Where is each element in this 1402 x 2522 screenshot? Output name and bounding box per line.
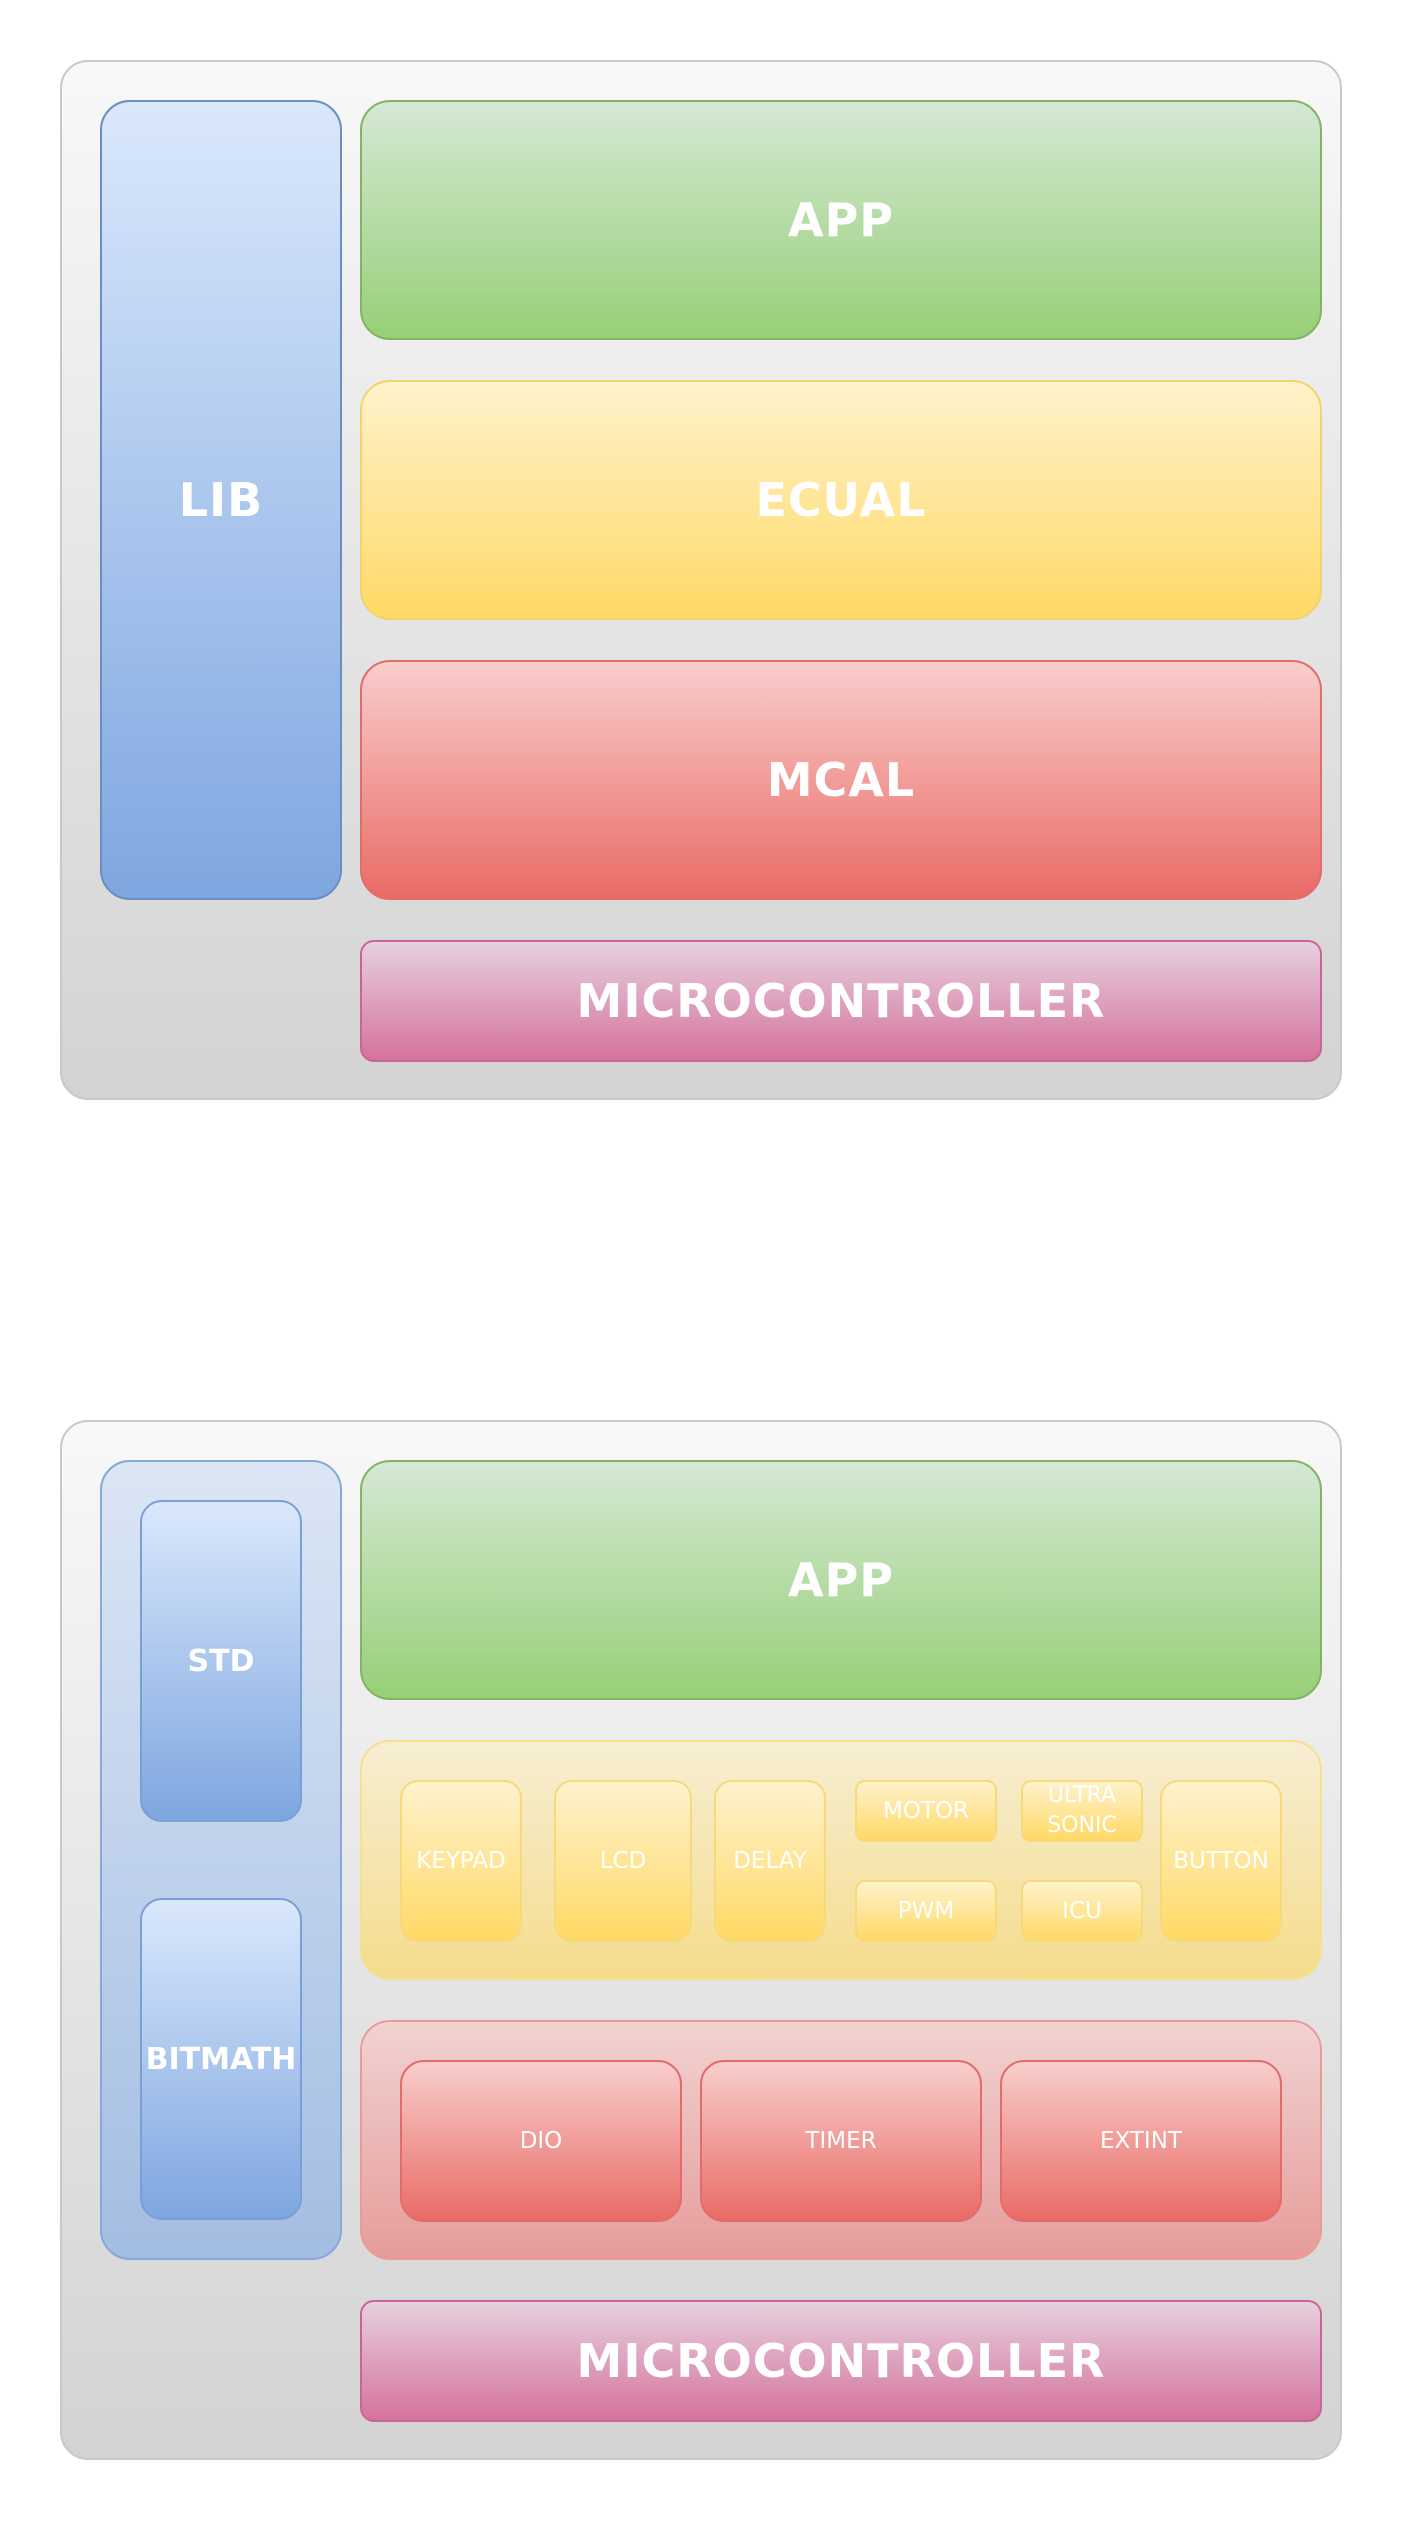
top-app-block: APP xyxy=(360,100,1322,340)
ecual-item-icu: ICU xyxy=(1021,1880,1143,1942)
ecual-item-ultrasonic-line1: ULTRA xyxy=(1047,1783,1117,1808)
top-app-label: APP xyxy=(787,193,895,247)
ecual-item-delay-label: DELAY xyxy=(733,1848,807,1874)
top-lib-label: LIB xyxy=(178,473,264,527)
mcal-item-dio: DIO xyxy=(400,2060,682,2222)
mcal-item-extint: EXTINT xyxy=(1000,2060,1282,2222)
lib-item-std: STD xyxy=(140,1500,302,1822)
mcal-item-extint-label: EXTINT xyxy=(1100,2128,1182,2154)
ecual-item-lcd: LCD xyxy=(554,1780,692,1942)
ecual-item-delay: DELAY xyxy=(714,1780,826,1942)
ecual-item-motor-label: MOTOR xyxy=(882,1798,970,1824)
bottom-microcontroller-block: MICROCONTROLLER xyxy=(360,2300,1322,2422)
ecual-item-keypad: KEYPAD xyxy=(400,1780,522,1942)
ecual-item-icu-label: ICU xyxy=(1062,1898,1102,1924)
ecual-item-keypad-label: KEYPAD xyxy=(416,1848,506,1874)
ecual-item-pwm: PWM xyxy=(855,1880,997,1942)
mcal-item-timer-label: TIMER xyxy=(805,2128,877,2154)
ecual-item-pwm-label: PWM xyxy=(897,1898,955,1924)
top-ecual-block: ECUAL xyxy=(360,380,1322,620)
ecual-item-ultrasonic: ULTRA SONIC xyxy=(1021,1780,1143,1842)
bottom-app-label: APP xyxy=(787,1553,895,1607)
top-lib-block: LIB xyxy=(100,100,342,900)
lib-item-bitmath: BITMATH xyxy=(140,1898,302,2220)
top-mcal-block: MCAL xyxy=(360,660,1322,900)
top-microcontroller-label: MICROCONTROLLER xyxy=(576,974,1106,1028)
top-mcal-label: MCAL xyxy=(766,753,916,807)
ecual-item-lcd-label: LCD xyxy=(599,1848,647,1874)
ecual-item-motor: MOTOR xyxy=(855,1780,997,1842)
mcal-item-dio-label: DIO xyxy=(519,2128,563,2154)
top-microcontroller-block: MICROCONTROLLER xyxy=(360,940,1322,1062)
lib-item-bitmath-label: BITMATH xyxy=(145,2041,297,2077)
bottom-app-block: APP xyxy=(360,1460,1322,1700)
bottom-microcontroller-label: MICROCONTROLLER xyxy=(576,2334,1106,2388)
mcal-item-timer: TIMER xyxy=(700,2060,982,2222)
ecual-item-button: BUTTON xyxy=(1160,1780,1282,1942)
lib-item-std-label: STD xyxy=(187,1643,255,1679)
ecual-item-ultrasonic-line2: SONIC xyxy=(1047,1813,1117,1838)
ecual-item-button-label: BUTTON xyxy=(1173,1848,1269,1874)
top-ecual-label: ECUAL xyxy=(755,473,927,527)
